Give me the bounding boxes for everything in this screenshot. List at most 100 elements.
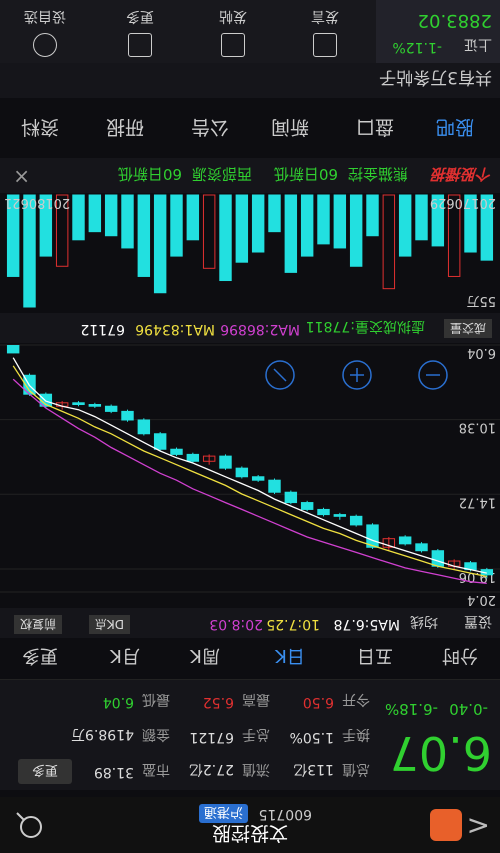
volume-bar [153, 194, 167, 294]
quote-panel: 6.07 -0.40 -6.18% 更多 总值 113亿 流值 27.2亿 市盈 31.8… [0, 680, 500, 790]
volume-chart: 55万 20170629 20180621 [4, 194, 496, 308]
candle-body [317, 508, 330, 516]
period-tab[interactable]: 周K [190, 645, 220, 666]
forum-tab[interactable]: 资料 [20, 116, 60, 138]
dk-button[interactable]: DK点 [88, 615, 130, 634]
post-row: 共有3万条帖子 [0, 63, 500, 98]
index-pct: -1.12% [392, 39, 442, 55]
action-icon[interactable] [128, 33, 152, 57]
candle-body [349, 515, 363, 526]
action-icon[interactable] [313, 33, 337, 57]
ticker-label: 个股播报 [431, 165, 492, 183]
ma5: MA5:6.78 [333, 616, 400, 632]
ma-line [12, 357, 487, 574]
volume-bar [39, 194, 53, 257]
post-count: 共有3万条帖子 [379, 67, 492, 87]
settings[interactable]: 设置 [464, 613, 492, 629]
date-label: 20170629 [430, 195, 496, 210]
pct: -6.18% [384, 700, 438, 718]
volume-bar [6, 194, 20, 277]
stat-label: 市盈 [142, 761, 170, 777]
period-tab[interactable]: 五日 [357, 645, 393, 666]
ticker: 个股播报 × 熊猫金控 60日新低 西部资源 60日新低 [0, 158, 500, 193]
bottom-bar: 上证 -1.12% 2883.02 发言 发帖 更多 设自选 [0, 0, 500, 63]
ticker-item[interactable]: 熊猫金控 [347, 165, 408, 183]
action-icon[interactable] [33, 33, 57, 57]
candle-body [268, 479, 281, 493]
forum-tab[interactable]: 新闻 [270, 116, 310, 138]
stat-label: 最高 [242, 691, 270, 707]
volume-bar [382, 194, 396, 290]
candle-body [415, 543, 428, 552]
candle-body [235, 467, 249, 478]
y-tick-label: 6.04 [467, 345, 496, 360]
y-tick-label: 14.72 [459, 494, 496, 509]
stat-label: 流值 [242, 761, 270, 777]
ticker-item[interactable]: 西部资源 [191, 165, 252, 183]
action-label: 设自选 [24, 8, 66, 24]
close-icon[interactable]: × [13, 165, 30, 189]
period-tab[interactable]: 月K [110, 645, 140, 666]
volume-bar [251, 194, 265, 253]
candle-body [186, 453, 200, 462]
period-tab[interactable]: 更多 [22, 645, 58, 666]
volume-bar [137, 194, 151, 277]
candle-body [72, 402, 85, 406]
period-tab[interactable]: 日K [275, 645, 305, 666]
stat-value: 4198.9万 [71, 726, 134, 742]
ma-bar: 设置 均线 MA5:6.78 10:7.25 20:8.03 DK点 前复权 [0, 608, 500, 638]
forum-tab[interactable]: 研报 [105, 116, 145, 138]
volume-bar [284, 194, 298, 273]
stat-value: 31.89 [93, 764, 134, 780]
adjust-button[interactable]: 前复权 [13, 615, 62, 634]
ticker-item: 60日新低 [273, 165, 338, 183]
stat-label: 最低 [142, 691, 170, 707]
candle-body [398, 536, 412, 545]
index-value: 2883.02 [417, 10, 492, 31]
ma-line [12, 365, 487, 578]
more-button[interactable]: 更多 [17, 759, 72, 784]
ma-label: 均线 [410, 613, 438, 629]
forum-tab[interactable]: 公告 [190, 116, 230, 138]
volume-button[interactable]: 成交量 [443, 319, 492, 338]
stat-value: 67121 [189, 729, 234, 745]
period-tab[interactable]: 分时 [442, 645, 478, 666]
action-label: 发言 [311, 8, 339, 24]
volume-bar [464, 194, 477, 253]
candle-body [382, 538, 396, 548]
action-label: 发帖 [219, 8, 247, 24]
volume-bar [431, 194, 445, 247]
forum-tabs: 股吧 盘口 新闻 公告 研报 资料 [0, 97, 500, 158]
volume-bar [55, 194, 69, 267]
volume-bar [23, 194, 36, 308]
virtual-volume: 虚拟成交量:77811 [305, 318, 425, 334]
stat-label: 今开 [342, 691, 370, 707]
volume-bar [235, 194, 249, 263]
tag: 沪港通 [198, 804, 248, 823]
ma10: 10:7.25 [266, 616, 320, 632]
forum-tab[interactable]: 股吧 [435, 116, 475, 138]
search-icon[interactable] [13, 809, 45, 841]
action-icon[interactable] [221, 33, 245, 57]
candle-body [333, 514, 347, 517]
volume-bar [104, 194, 118, 237]
forum-tab[interactable]: 盘口 [355, 116, 395, 138]
vol-ma2: MA2:86896 [220, 321, 300, 337]
volume-bar [366, 194, 379, 237]
ma20: 20:8.03 [209, 616, 263, 632]
volume-bar [415, 194, 428, 241]
index-name: 上证 [464, 36, 492, 52]
change: -0.40 [449, 700, 488, 718]
y-tick-label: 20.4 [467, 592, 496, 607]
candle-body [6, 345, 20, 354]
header: < 文投控股 600715 沪港通 [0, 797, 500, 853]
volume-bar [447, 194, 461, 277]
stat-value: 6.04 [102, 694, 134, 710]
period-tabs: 分时 五日 日K 周K 月K 更多 [0, 636, 500, 680]
volume-bar [349, 194, 363, 267]
candle-body [121, 410, 134, 421]
candle-body [170, 448, 183, 455]
stat-value: 1.50% [289, 729, 334, 745]
